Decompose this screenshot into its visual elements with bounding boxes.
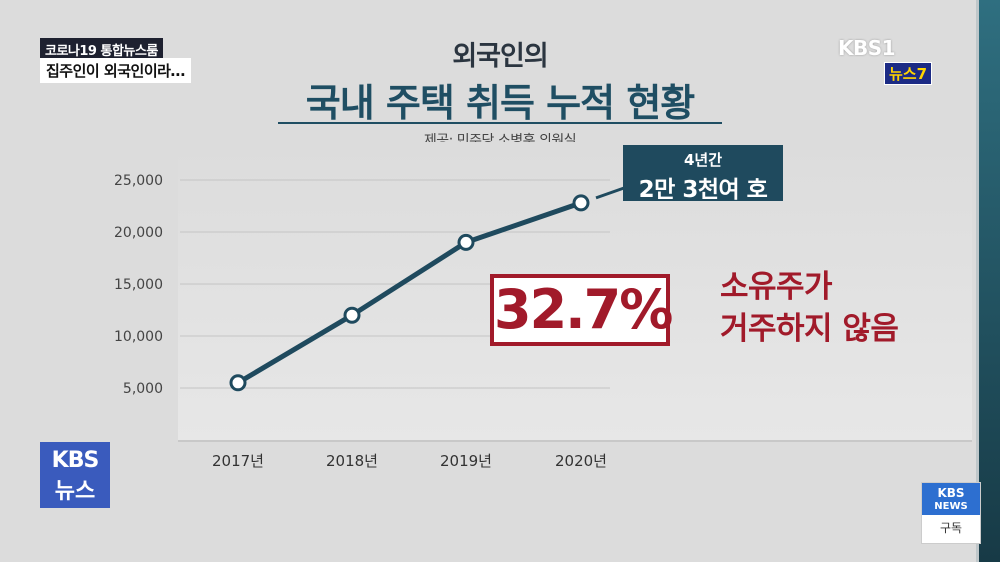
x-tick-label: 2020년 [555, 452, 607, 470]
data-point [343, 306, 361, 324]
x-tick-label: 2019년 [440, 452, 492, 470]
program-tag: 코로나19 통합뉴스룸 [40, 38, 163, 61]
y-tick-label: 10,000 [114, 329, 163, 345]
subscribe-logo-top: KBS [937, 486, 965, 500]
y-tick-label: 20,000 [114, 225, 163, 241]
series-line [236, 200, 582, 385]
callout-line2: 2만 3천여 호 [638, 177, 768, 203]
data-point [229, 374, 247, 392]
red-annotation-line1: 소유주가 [720, 269, 833, 305]
callout-pointer [595, 186, 625, 200]
broadcaster-logo: KBS1 [838, 36, 896, 60]
percent-box: 32.7% [490, 274, 673, 346]
chart-title-line2: 국내 주택 취득 누적 현황 [305, 81, 696, 125]
kbs-news-logo-top: KBS [51, 448, 100, 473]
right-edge-strip [976, 0, 1000, 562]
subscribe-logo: KBS NEWS [922, 483, 980, 515]
data-point [457, 233, 475, 251]
title-underline [278, 122, 722, 124]
y-tick-label: 15,000 [114, 277, 163, 293]
subscribe-logo-sub: NEWS [934, 501, 968, 512]
chart-baseline [178, 440, 972, 442]
data-point [572, 194, 590, 212]
y-tick-label: 5,000 [123, 381, 163, 397]
x-tick-label: 2017년 [212, 452, 264, 470]
program-badge: 뉴스7 [884, 62, 933, 85]
callout-line1: 4년간 [683, 151, 723, 169]
subscribe-button[interactable]: KBS NEWS 구독 [921, 482, 981, 544]
headline-caption: 집주인이 외국인이라… [40, 58, 191, 83]
callout-box: 4년간 2만 3천여 호 [623, 145, 783, 203]
red-annotation-line2: 거주하지 않음 [720, 311, 899, 347]
chart-title-line1: 외국인의 [452, 41, 548, 72]
kbs-news-logo-bottom: 뉴스 [54, 479, 96, 504]
y-tick-label: 25,000 [114, 173, 163, 189]
kbs-news-logo: KBS 뉴스 [40, 442, 110, 508]
x-tick-label: 2018년 [326, 452, 378, 470]
subscribe-label: 구독 [939, 521, 963, 535]
red-annotation: 소유주가 거주하지 않음 [720, 266, 899, 350]
